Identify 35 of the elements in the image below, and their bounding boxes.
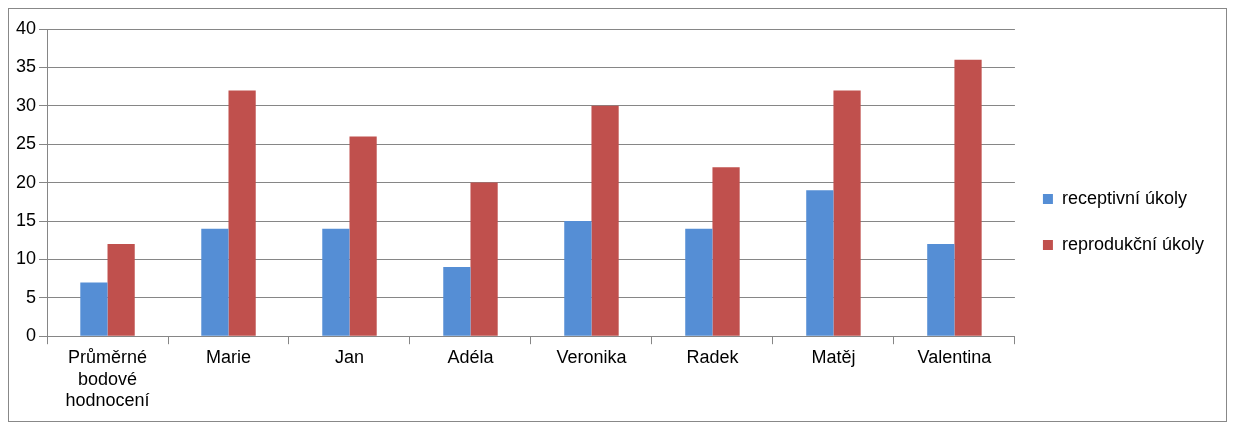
- bar: [591, 105, 619, 336]
- x-tick-label: Matěj: [811, 346, 856, 367]
- y-tick-label: 0: [26, 325, 37, 346]
- bar: [349, 136, 377, 336]
- legend-label: receptivní úkoly: [1061, 187, 1187, 208]
- bar: [228, 90, 256, 336]
- bar: [927, 244, 955, 336]
- bar: [833, 90, 861, 336]
- y-tick-label: 30: [15, 94, 37, 115]
- bar: [685, 228, 713, 336]
- x-tick-label: Jan: [334, 346, 365, 367]
- y-tick-label: 20: [15, 171, 37, 192]
- bar: [107, 244, 135, 336]
- bar: [201, 228, 229, 336]
- y-tick-label: 10: [15, 248, 37, 269]
- bar: [470, 182, 498, 336]
- bar: [712, 167, 740, 336]
- y-tick-label: 40: [15, 17, 37, 38]
- bar: [80, 282, 108, 336]
- bar: [954, 59, 982, 336]
- bar: [322, 228, 350, 336]
- y-tick-label: 5: [26, 286, 37, 307]
- legend-label: reprodukční úkoly: [1061, 233, 1204, 254]
- bar: [443, 267, 471, 336]
- x-tick-label: Valentina: [917, 346, 993, 367]
- y-tick-label: 25: [15, 133, 37, 154]
- y-tick-label: 35: [15, 56, 37, 77]
- x-tick-label: Marie: [206, 346, 252, 367]
- x-tick-label: Adéla: [447, 346, 495, 367]
- y-tick-label: 15: [15, 209, 37, 230]
- bar: [806, 190, 834, 336]
- bar: [564, 221, 592, 336]
- x-tick-label: Radek: [686, 346, 740, 367]
- x-tick-label: Průměrné bodové hodnocení: [65, 346, 150, 411]
- x-tick-label: Veronika: [556, 346, 628, 367]
